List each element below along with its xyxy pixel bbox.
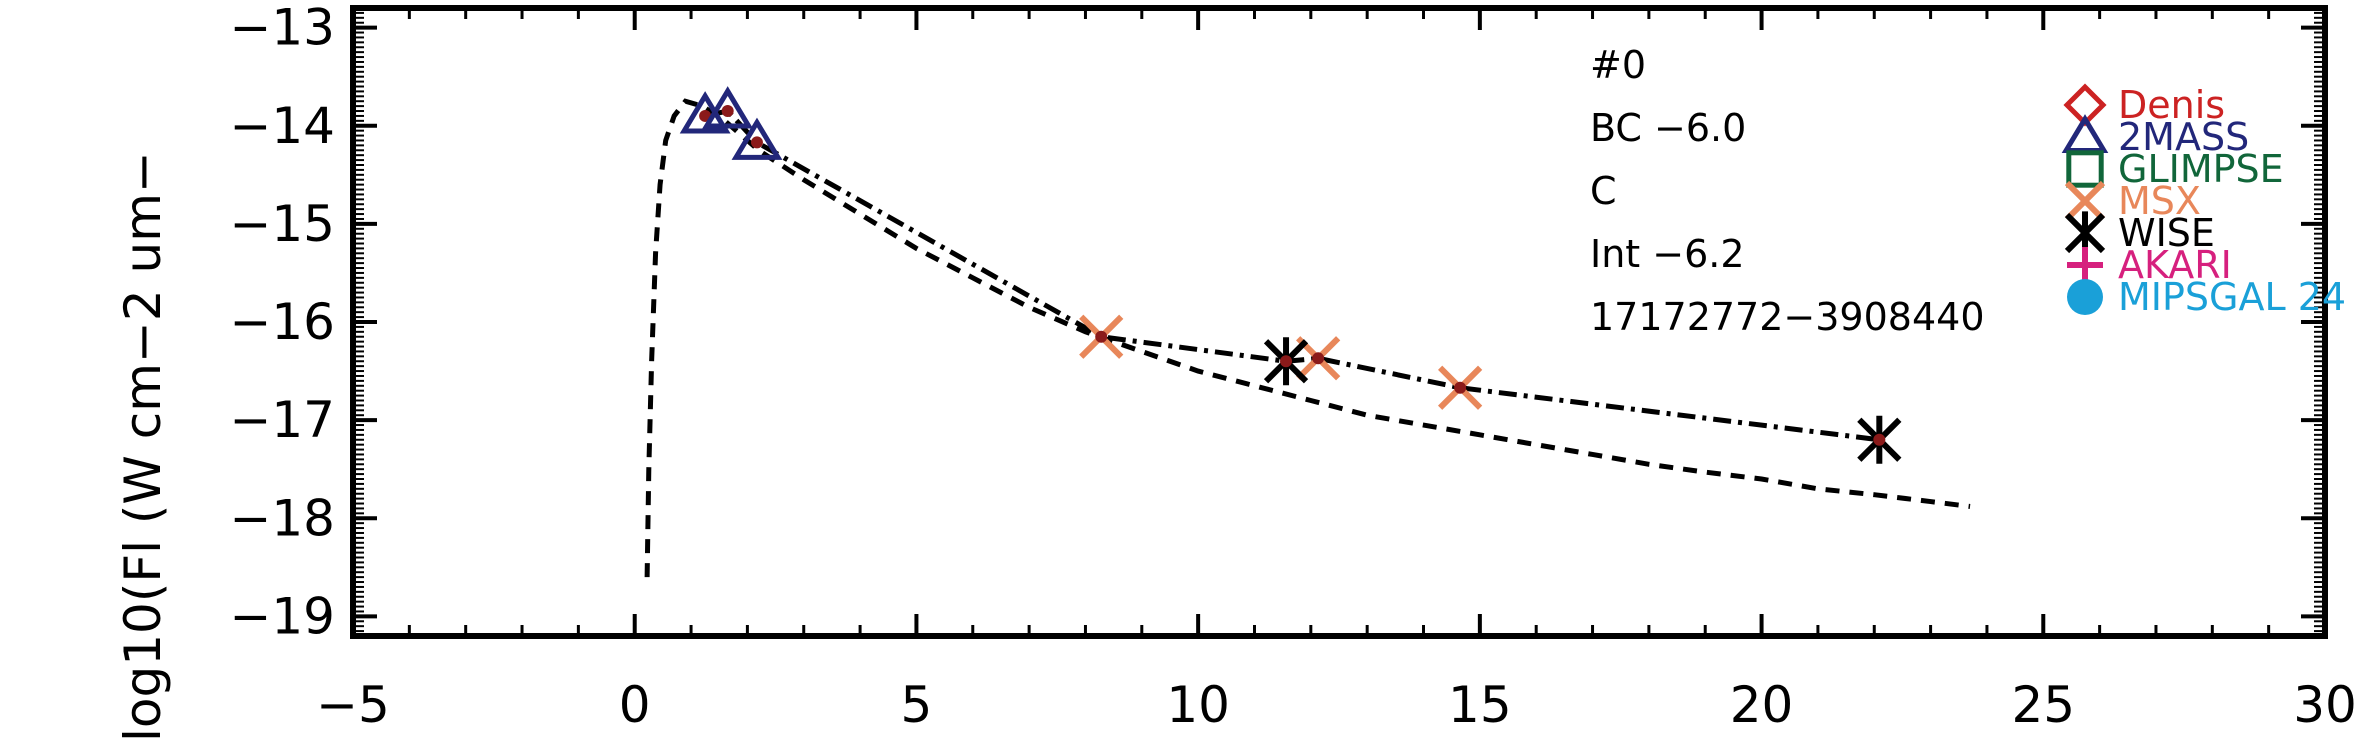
x-tick-label: 15 [1448, 676, 1512, 734]
dashed-model-line [644, 98, 1971, 578]
data-point-center [1312, 352, 1325, 365]
legend-entry-akari: AKARI [2067, 243, 2232, 287]
x-tick-label: 5 [901, 676, 933, 734]
model-lines [644, 98, 1971, 578]
annotation-text: #0 [1590, 43, 1646, 87]
x-tick-label: −5 [316, 676, 390, 734]
2mass-data-point [731, 117, 783, 160]
2mass-data-point [702, 86, 754, 129]
triangle-legend-marker [2061, 114, 2109, 153]
annotation-text: 17172772−3908440 [1590, 295, 1985, 339]
x-tick-labels: −5 0 5 10 15 20 25 30 [316, 676, 2357, 734]
y-tick-label: −14 [229, 97, 335, 155]
legend-label: AKARI [2118, 243, 2232, 287]
legend-label: GLIMPSE [2118, 147, 2284, 191]
x-tick-label: 30 [2293, 676, 2357, 734]
y-axis-label: log10(Fl (W cm−2 um− [114, 151, 172, 742]
msx-data-point [1438, 365, 1483, 410]
y-tick-label: −18 [229, 489, 335, 547]
x-legend-marker [2064, 180, 2106, 222]
triangle-marker [731, 117, 783, 160]
wise-data-point [1263, 337, 1309, 386]
axis-ticks [351, 7, 2327, 637]
y-tick-label: −19 [229, 587, 335, 645]
legend-entry-denis: Denis [2063, 83, 2225, 127]
data-point-center [1454, 381, 1467, 394]
data-point-center [721, 105, 734, 118]
legend-entry-msx: MSX [2064, 179, 2201, 223]
data-point-center [1873, 433, 1886, 446]
legend-label: WISE [2118, 211, 2215, 255]
triangle-marker [702, 86, 754, 129]
annotation-text: C [1590, 169, 1617, 213]
data-point-center [1280, 355, 1293, 368]
x-tick-label: 20 [1730, 676, 1794, 734]
y-tick-label: −13 [229, 0, 335, 57]
circle-legend-marker [2067, 279, 2103, 315]
msx-data-point [1079, 314, 1124, 359]
x-tick-label: 10 [1166, 676, 1230, 734]
square-legend-marker [2066, 150, 2104, 188]
y-tick-label: −16 [229, 293, 335, 351]
y-tick-label: −15 [229, 195, 335, 253]
legend-label: Denis [2118, 83, 2225, 127]
legend-entry-glimpse: GLIMPSE [2066, 147, 2284, 191]
legend-entry-2mass: 2MASS [2061, 114, 2249, 159]
legend-label: MIPSGAL 24 [2118, 275, 2346, 319]
annotation-text: Int −6.2 [1590, 232, 1745, 276]
legend-entry-mipsgal-24: MIPSGAL 24 [2067, 275, 2346, 319]
x-tick-label: 0 [619, 676, 651, 734]
annotation-text: BC −6.0 [1590, 106, 1746, 150]
y-tick-labels: −19 −18 −17 −16 −15 −14 −13 [229, 0, 335, 645]
data-point-center [1095, 330, 1108, 343]
y-tick-label: −17 [229, 391, 335, 449]
dashdot-model-line [704, 108, 1880, 443]
data-point-center [750, 136, 763, 149]
legend-label: 2MASS [2118, 115, 2249, 159]
wise-data-point [1857, 415, 1902, 464]
annotations: #0 BC −6.0 C Int −6.2 17172772−3908440 [1590, 43, 1985, 339]
data-points [679, 86, 1902, 464]
legend-label: MSX [2118, 179, 2201, 223]
x-tick-label: 25 [2011, 676, 2075, 734]
